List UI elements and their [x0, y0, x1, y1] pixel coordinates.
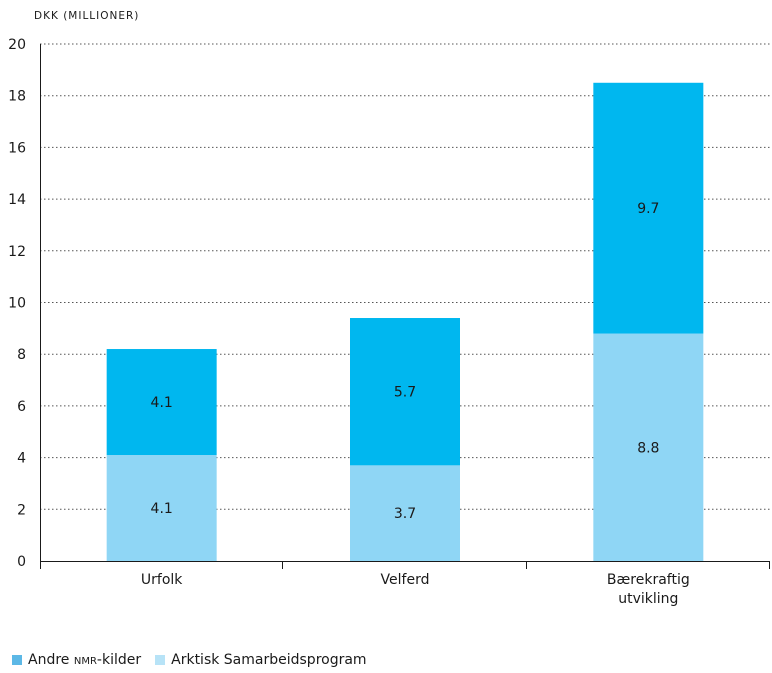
legend-item-andre-nmr-kilder: Andre nmr-kilder — [12, 652, 141, 668]
bar-arktisk — [350, 465, 460, 561]
legend-swatch — [12, 655, 22, 665]
bar-value-label: 5.7 — [394, 385, 416, 401]
y-tick-label: 20 — [8, 37, 26, 53]
bar-andre — [350, 318, 460, 466]
y-tick-label: 16 — [8, 140, 26, 156]
legend-label: Arktisk Samarbeidsprogram — [171, 652, 367, 668]
x-axis: Urfolk Velferd Bærekraftig utvikling — [40, 44, 770, 607]
bar-value-label: 9.7 — [637, 201, 659, 217]
y-tick-label: 0 — [17, 554, 26, 570]
y-tick-label: 18 — [8, 89, 26, 105]
y-axis-unit-label: DKK (MILLIONER) — [34, 10, 139, 22]
x-category-label: Urfolk — [141, 572, 183, 588]
y-tick-label: 10 — [8, 296, 26, 312]
x-category-label: Bærekraftig — [607, 572, 690, 588]
bar-andre — [106, 349, 217, 456]
bar-arktisk — [593, 333, 704, 561]
legend-label: Andre nmr-kilder — [28, 652, 142, 668]
bar-andre — [593, 82, 704, 334]
x-category-label: utvikling — [618, 591, 678, 607]
bar-value-label: 4.1 — [151, 395, 173, 411]
y-tick-label: 6 — [17, 399, 26, 415]
bar-value-label: 3.7 — [394, 506, 416, 522]
bar-value-label: 8.8 — [637, 440, 659, 456]
y-tick-label: 12 — [8, 244, 26, 260]
bars: 4.1 4.1 3.7 5.7 8.8 9.7 — [106, 82, 704, 561]
legend-swatch — [155, 655, 166, 665]
x-category-label: Velferd — [381, 572, 430, 588]
y-tick-label: 2 — [17, 502, 26, 518]
legend: Andre nmr-kilder Arktisk Samarbeidsprogr… — [12, 652, 381, 668]
y-tick-label: 8 — [17, 347, 26, 363]
y-axis-ticks: 0 2 4 6 8 10 12 14 16 18 20 — [8, 37, 26, 570]
y-tick-label: 14 — [8, 192, 26, 208]
bar-arktisk — [106, 455, 217, 561]
bar-value-label: 4.1 — [151, 501, 173, 517]
legend-item-arktisk-samarbeidsprogram: Arktisk Samarbeidsprogram — [155, 652, 367, 668]
y-tick-label: 4 — [17, 451, 26, 467]
